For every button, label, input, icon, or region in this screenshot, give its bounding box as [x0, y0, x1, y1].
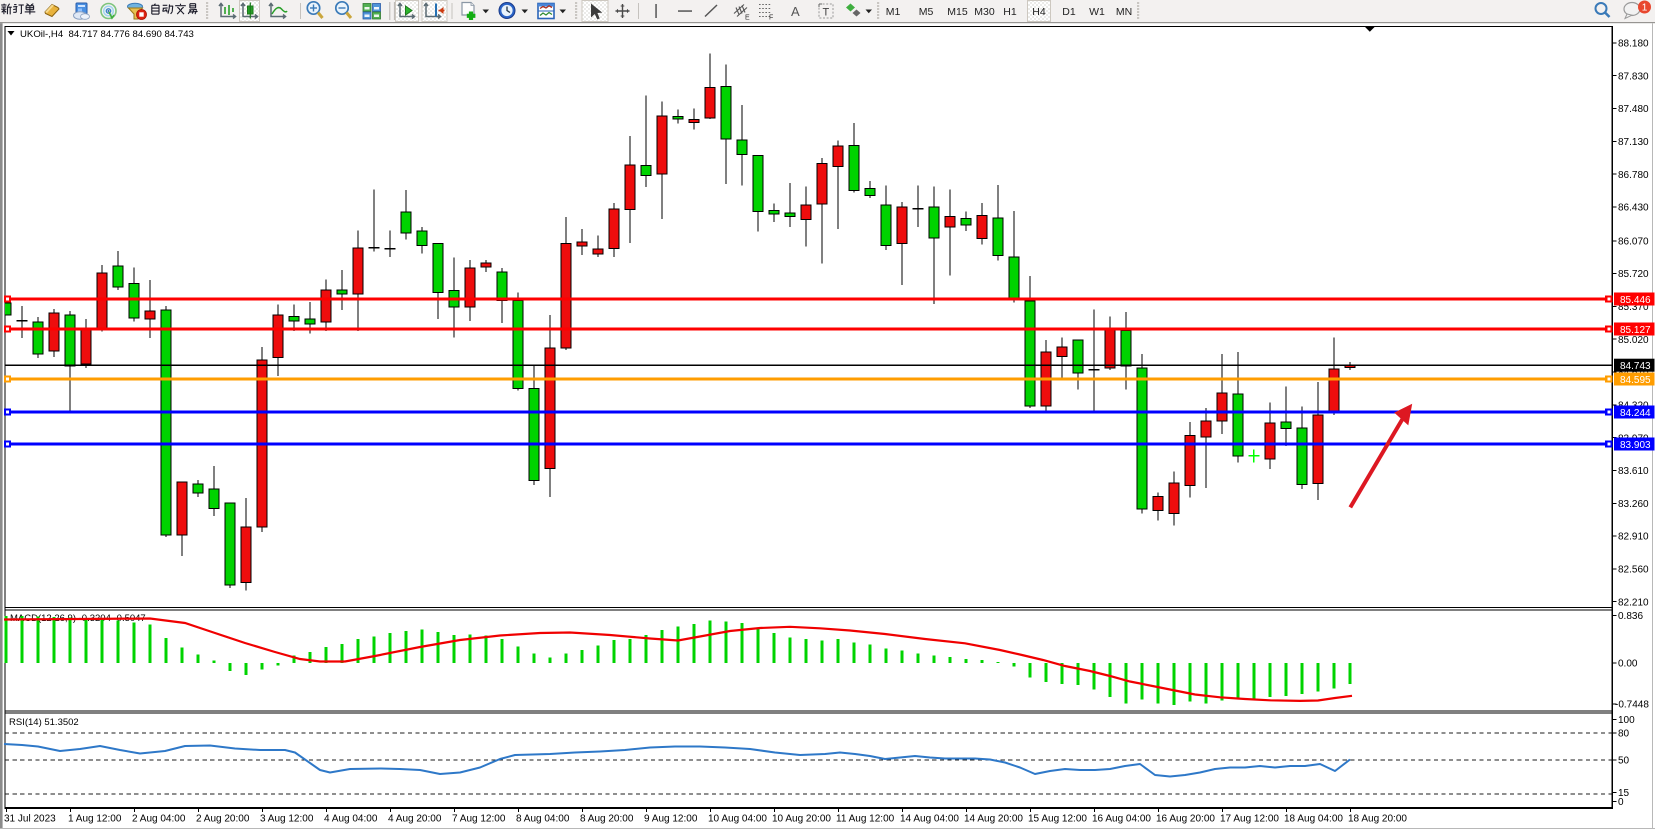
svg-text:7 Aug 12:00: 7 Aug 12:00: [452, 813, 506, 824]
svg-text:16 Aug 20:00: 16 Aug 20:00: [1156, 813, 1215, 824]
svg-text:100: 100: [1618, 715, 1635, 726]
svg-text:4 Aug 20:00: 4 Aug 20:00: [388, 813, 442, 824]
svg-text:11 Aug 12:00: 11 Aug 12:00: [836, 813, 895, 824]
svg-text:83.903: 83.903: [1620, 440, 1651, 451]
svg-text:85.020: 85.020: [1618, 335, 1649, 346]
svg-text:0: 0: [1618, 797, 1624, 808]
svg-text:W1: W1: [1089, 6, 1105, 18]
svg-text:82.560: 82.560: [1618, 565, 1649, 576]
svg-text:85.720: 85.720: [1618, 269, 1649, 280]
svg-text:88.180: 88.180: [1618, 39, 1649, 50]
svg-text:1: 1: [1642, 3, 1648, 14]
svg-text:50: 50: [1618, 756, 1630, 767]
svg-text:16 Aug 04:00: 16 Aug 04:00: [1092, 813, 1151, 824]
svg-text:UKOil-,H4 84.717 84.776 84.69: UKOil-,H4 84.717 84.776 84.690 84.743: [20, 29, 194, 40]
svg-text:8 Aug 04:00: 8 Aug 04:00: [516, 813, 570, 824]
svg-text:15: 15: [1618, 788, 1630, 799]
svg-text:86.430: 86.430: [1618, 203, 1649, 214]
svg-text:10 Aug 04:00: 10 Aug 04:00: [708, 813, 767, 824]
svg-text:M5: M5: [919, 6, 934, 18]
svg-text:3 Aug 12:00: 3 Aug 12:00: [260, 813, 314, 824]
svg-text:18 Aug 04:00: 18 Aug 04:00: [1284, 813, 1343, 824]
svg-text:E: E: [745, 15, 750, 22]
svg-text:-0.7448: -0.7448: [1615, 699, 1649, 710]
svg-text:85.370: 85.370: [1618, 302, 1649, 313]
svg-text:84.743: 84.743: [1620, 361, 1651, 372]
svg-text:8 Aug 20:00: 8 Aug 20:00: [580, 813, 634, 824]
svg-text:14 Aug 04:00: 14 Aug 04:00: [900, 813, 959, 824]
svg-text:87.830: 87.830: [1618, 71, 1649, 82]
svg-text:85.127: 85.127: [1620, 325, 1651, 336]
svg-text:83.610: 83.610: [1618, 466, 1649, 477]
svg-text:H1: H1: [1003, 6, 1017, 18]
svg-text:M30: M30: [974, 6, 995, 18]
svg-text:4 Aug 04:00: 4 Aug 04:00: [324, 813, 378, 824]
svg-text:82.210: 82.210: [1618, 597, 1649, 608]
svg-text:82.910: 82.910: [1618, 532, 1649, 543]
svg-text:17 Aug 12:00: 17 Aug 12:00: [1220, 813, 1279, 824]
svg-text:84.595: 84.595: [1620, 375, 1651, 386]
svg-text:18 Aug 20:00: 18 Aug 20:00: [1348, 813, 1407, 824]
svg-text:15 Aug 12:00: 15 Aug 12:00: [1028, 813, 1087, 824]
svg-text:RSI(14) 51.3502: RSI(14) 51.3502: [9, 717, 79, 728]
svg-text:0.00: 0.00: [1618, 659, 1638, 670]
svg-text:M1: M1: [886, 6, 901, 18]
svg-text:2 Aug 04:00: 2 Aug 04:00: [132, 813, 186, 824]
svg-text:85.446: 85.446: [1620, 295, 1651, 306]
svg-text:86.070: 86.070: [1618, 236, 1649, 247]
svg-text:87.130: 87.130: [1618, 137, 1649, 148]
svg-text:14 Aug 20:00: 14 Aug 20:00: [964, 813, 1023, 824]
svg-text:9 Aug 12:00: 9 Aug 12:00: [644, 813, 698, 824]
svg-text:M15: M15: [947, 6, 968, 18]
svg-text:H4: H4: [1032, 6, 1046, 18]
svg-text:83.260: 83.260: [1618, 499, 1649, 510]
svg-text:87.480: 87.480: [1618, 104, 1649, 115]
svg-text:86.780: 86.780: [1618, 170, 1649, 181]
svg-text:80: 80: [1618, 729, 1630, 740]
svg-text:MN: MN: [1116, 6, 1132, 18]
svg-text:1 Aug 12:00: 1 Aug 12:00: [68, 813, 122, 824]
svg-text:31 Jul 2023: 31 Jul 2023: [4, 813, 56, 824]
svg-text:84.244: 84.244: [1620, 408, 1651, 419]
svg-text:2 Aug 20:00: 2 Aug 20:00: [196, 813, 250, 824]
svg-text:F: F: [769, 15, 773, 22]
svg-text:10 Aug 20:00: 10 Aug 20:00: [772, 813, 831, 824]
svg-text:T: T: [823, 7, 830, 19]
svg-text:A: A: [791, 4, 800, 19]
svg-text:D1: D1: [1062, 6, 1076, 18]
svg-text:0.836: 0.836: [1618, 611, 1643, 622]
